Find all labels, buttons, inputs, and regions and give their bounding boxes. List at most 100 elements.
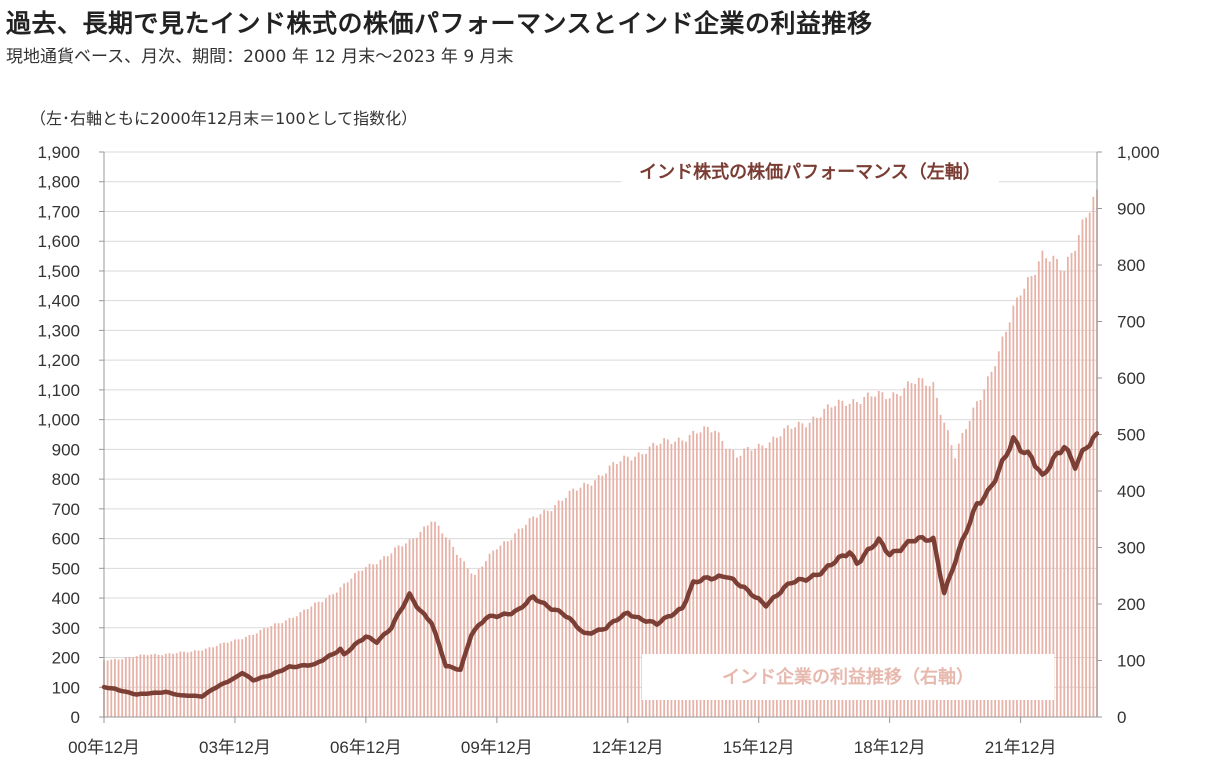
x-tick-label: 03年12月 [199, 738, 271, 757]
earnings-bar [641, 454, 644, 717]
earnings-bar [746, 446, 749, 717]
earnings-bar [594, 480, 596, 717]
earnings-bar [521, 528, 524, 717]
earnings-bar [816, 417, 818, 717]
y-left-tick-label: 1,100 [37, 381, 80, 400]
earnings-bar [1008, 322, 1011, 717]
earnings-bar [183, 651, 185, 717]
earnings-bar [452, 546, 455, 717]
y-right-tick-label: 700 [1117, 313, 1145, 332]
earnings-bar [539, 514, 542, 717]
earnings-bar [946, 430, 949, 717]
earnings-bar [630, 460, 633, 717]
y-right-tick-label: 900 [1117, 200, 1145, 219]
earnings-bar [699, 432, 702, 717]
earnings-bar [179, 651, 182, 717]
y-axis-left-ticks: 0 100 200 300 400 500 600 700 800 900 1,000 1,100 1,… [37, 143, 104, 727]
earnings-bar [525, 524, 527, 717]
earnings-bar [750, 450, 753, 717]
earnings-bar [143, 654, 145, 717]
earnings-bar [757, 443, 760, 717]
earnings-bar [190, 651, 193, 717]
earnings-bar [823, 408, 826, 717]
earnings-bar [619, 461, 622, 717]
earnings-bar [848, 403, 851, 717]
earnings-bar [172, 653, 175, 717]
y-left-tick-label: 1,200 [37, 351, 80, 370]
y-right-tick-label: 800 [1117, 256, 1145, 275]
earnings-bar [401, 546, 404, 717]
earnings-bar [430, 521, 433, 717]
earnings-bar [423, 526, 425, 717]
earnings-bar [419, 531, 422, 717]
earnings-bar [692, 430, 695, 717]
earnings-bar [463, 561, 465, 717]
earnings-bar [812, 416, 815, 717]
earnings-bar [914, 384, 917, 717]
earnings-bar [965, 429, 967, 717]
earnings-bar [139, 654, 142, 717]
earnings-bar [903, 388, 906, 717]
earnings-bar [1030, 276, 1033, 717]
earnings-bar [732, 449, 735, 717]
earnings-bar [761, 445, 764, 717]
earnings-bar [394, 547, 396, 717]
earnings-bar [776, 437, 778, 717]
earnings-bar [1045, 258, 1047, 717]
earnings-bar [186, 652, 189, 717]
x-tick-label: 12年12月 [592, 738, 664, 757]
earnings-bar [157, 654, 160, 717]
earnings-bar [506, 541, 509, 717]
earnings-bar [575, 490, 578, 717]
x-tick-label: 09年12月 [461, 738, 533, 757]
y-left-tick-label: 200 [52, 649, 80, 668]
earnings-bar [728, 448, 731, 717]
earnings-bar [957, 443, 960, 717]
earnings-bar [310, 606, 313, 717]
earnings-bar [786, 425, 789, 717]
earnings-bar [492, 550, 495, 717]
earnings-bar [368, 563, 371, 717]
earnings-bar [725, 448, 727, 717]
earnings-bar [197, 650, 200, 717]
x-tick-label: 15年12月 [723, 738, 795, 757]
x-axis-ticks: 00年12月 03年12月 06年12月 09年12月 12年12月 15年12月 18年1… [68, 717, 1057, 757]
earnings-bar [405, 543, 407, 717]
earnings-bar [1067, 256, 1069, 717]
earnings-bar [237, 639, 240, 717]
earnings-bar [645, 453, 647, 717]
earnings-bar [819, 417, 822, 717]
earnings-bar [121, 659, 124, 717]
earnings-bar [772, 436, 775, 717]
earnings-bar [459, 558, 462, 717]
y-left-tick-label: 300 [52, 619, 80, 638]
earnings-bar [608, 465, 611, 717]
earnings-bar [666, 439, 669, 717]
earnings-bar [1041, 250, 1044, 717]
earnings-bar [412, 538, 415, 717]
earnings-bar [874, 396, 877, 717]
earnings-bar [794, 427, 796, 717]
earnings-bar [688, 434, 691, 717]
earnings-bar [652, 442, 655, 717]
earnings-bar [968, 420, 971, 717]
y-right-tick-label: 400 [1117, 482, 1145, 501]
earnings-bar [495, 549, 498, 717]
earnings-bar [590, 485, 593, 717]
earnings-bar [910, 383, 913, 717]
earnings-bar [1092, 196, 1095, 717]
earnings-bar [364, 567, 367, 717]
earnings-bar [445, 537, 447, 717]
earnings-bar [597, 475, 600, 717]
earnings-bar [550, 511, 553, 717]
earnings-bar [565, 497, 567, 717]
earnings-bar [976, 401, 978, 717]
earnings-bar [623, 455, 626, 717]
earnings-bar [499, 545, 502, 717]
earnings-bar [561, 500, 564, 717]
earnings-bar [1088, 212, 1091, 718]
x-tick-label: 21年12月 [985, 738, 1057, 757]
earnings-bar [779, 436, 782, 717]
y-right-tick-label: 100 [1117, 652, 1145, 671]
earnings-bar [1056, 258, 1058, 717]
